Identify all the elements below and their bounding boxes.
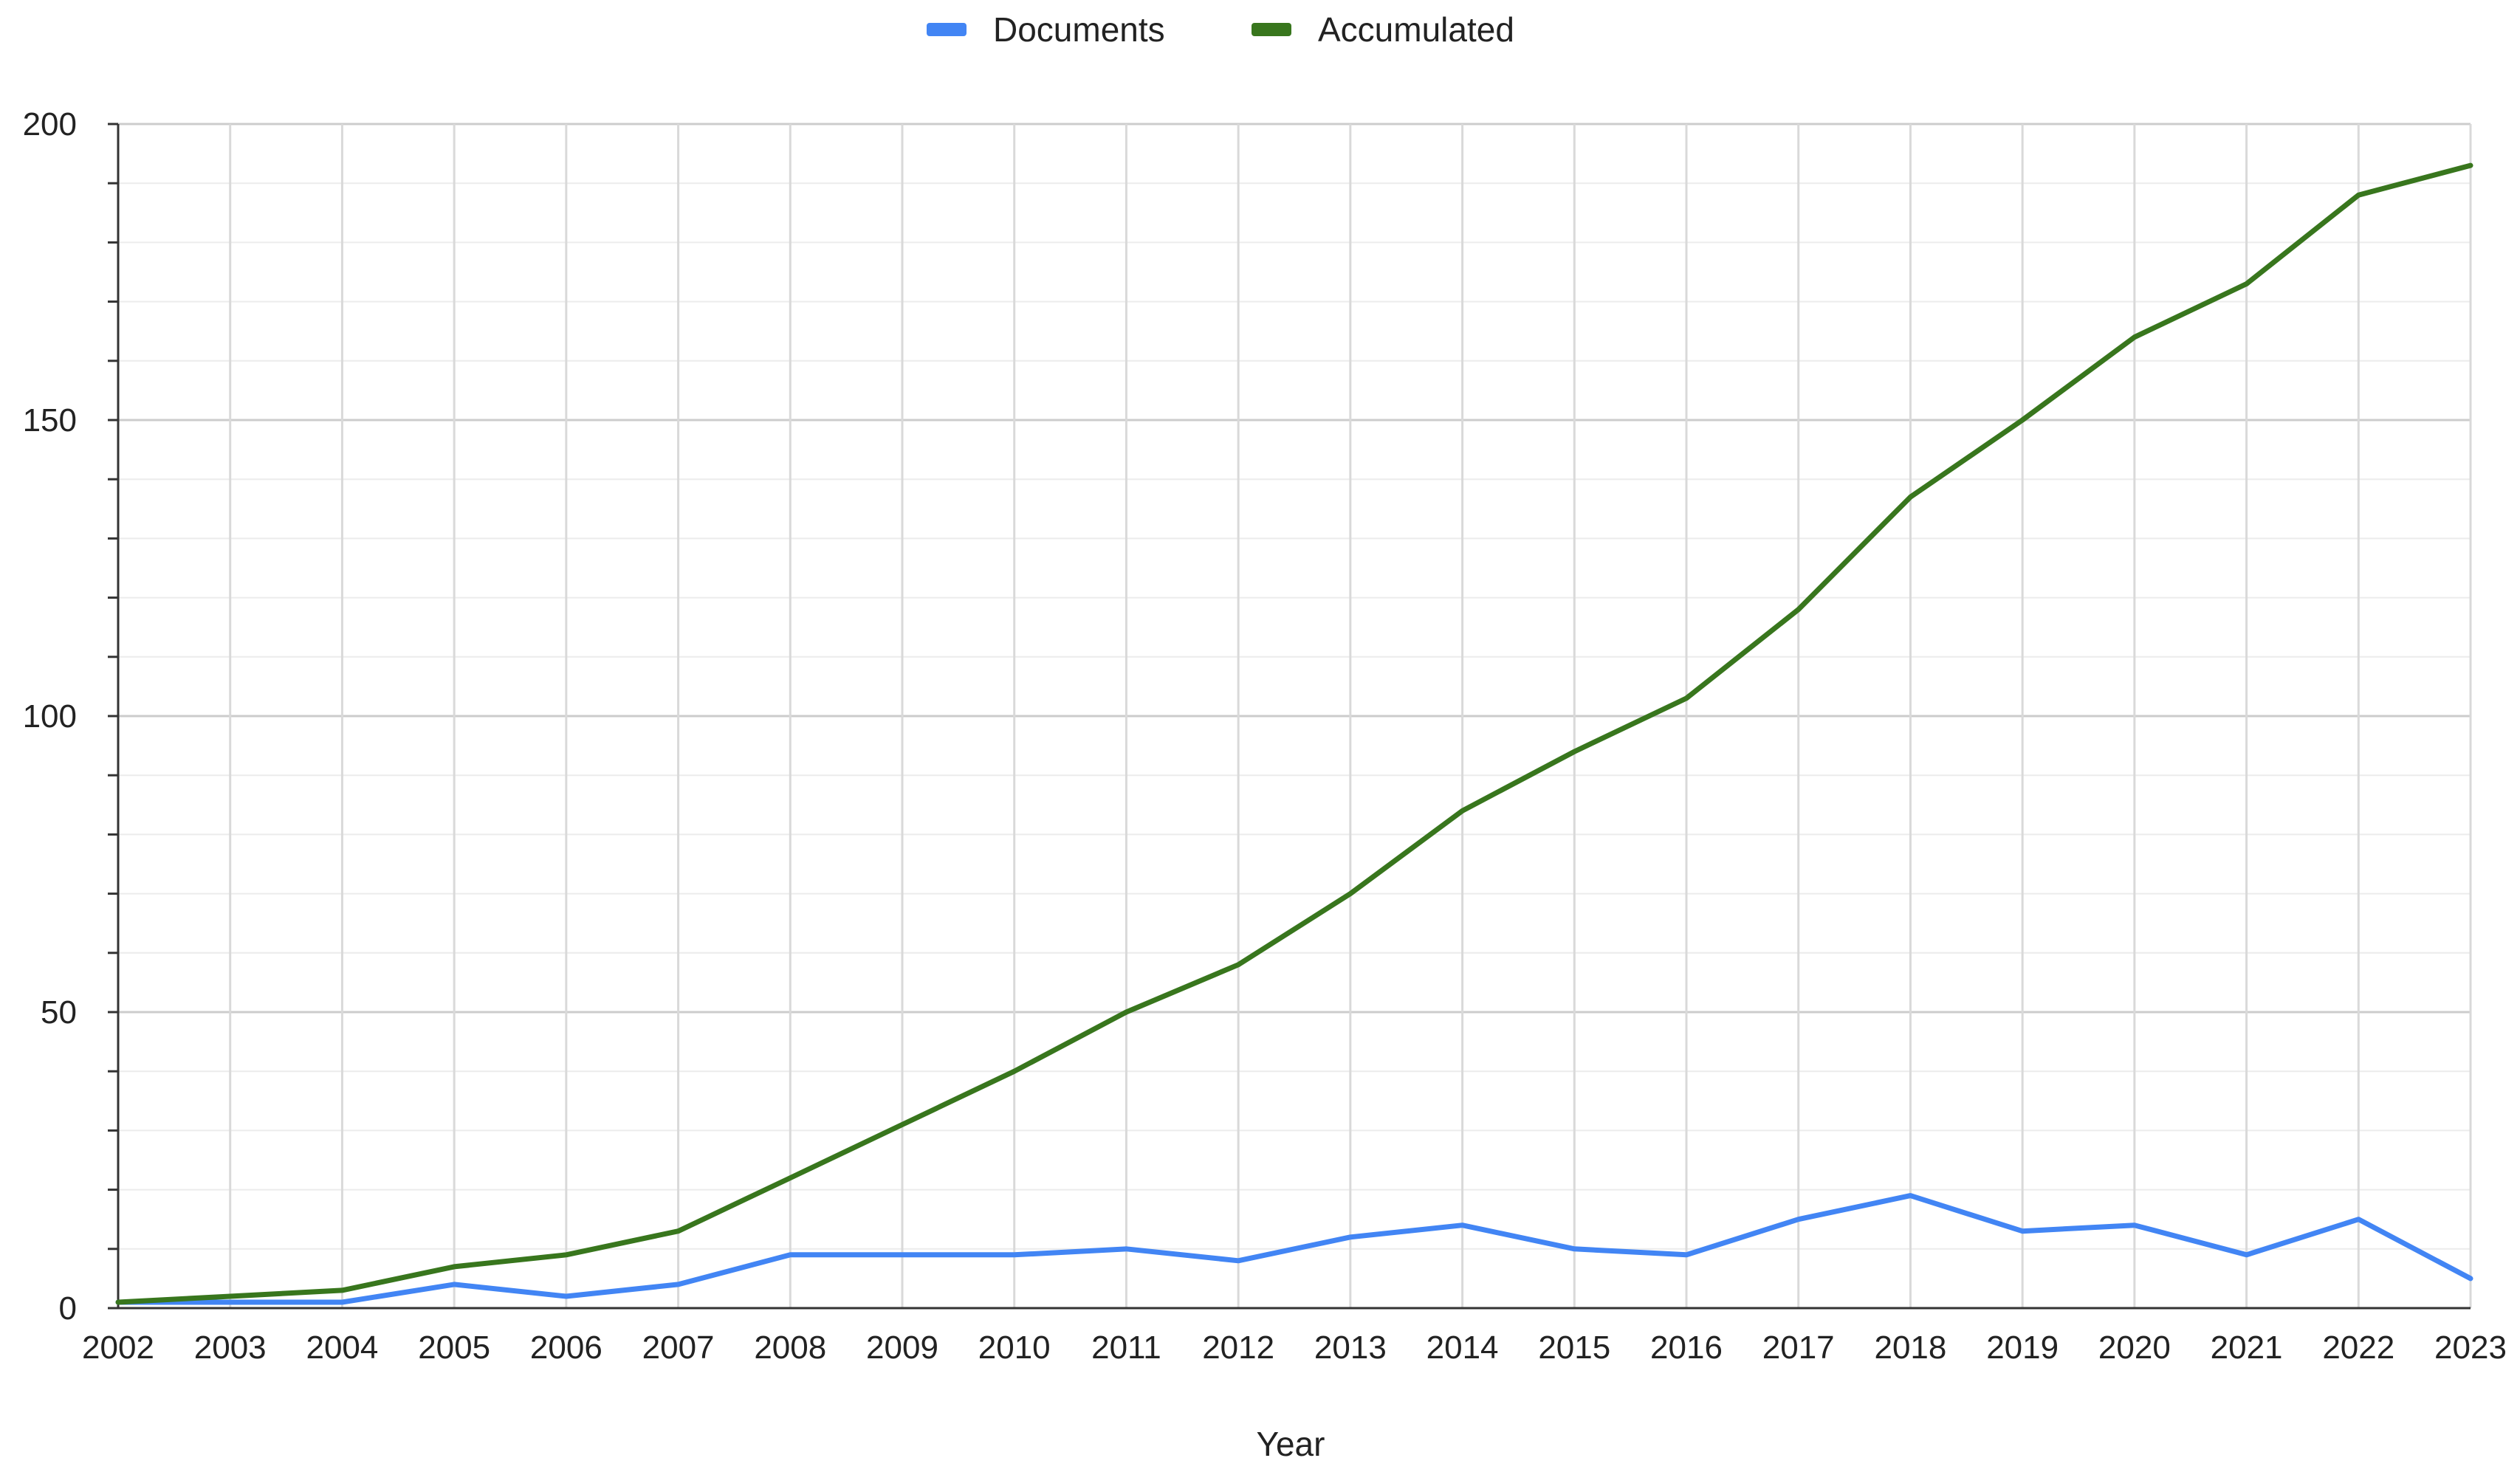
x-tick-label: 2008 — [754, 1330, 826, 1366]
legend-label: Documents — [993, 10, 1165, 49]
x-tick-label: 2009 — [866, 1330, 938, 1366]
x-tick-label: 2019 — [1986, 1330, 2059, 1366]
x-tick-label: 2016 — [1650, 1330, 1723, 1366]
x-axis-title: Year — [1257, 1425, 1325, 1463]
x-tick-label: 2002 — [82, 1330, 154, 1366]
y-tick-label: 200 — [23, 106, 77, 142]
legend-label: Accumulated — [1318, 10, 1514, 49]
x-tick-label: 2006 — [530, 1330, 602, 1366]
y-tick-label: 150 — [23, 402, 77, 438]
series-line-documents — [115, 1193, 2473, 1305]
y-tick-label: 50 — [41, 994, 77, 1031]
x-tick-label: 2021 — [2211, 1330, 2283, 1366]
series-lines — [115, 162, 2473, 1305]
x-tick-label: 2007 — [642, 1330, 715, 1366]
x-tick-label: 2020 — [2098, 1330, 2171, 1366]
gridlines — [118, 123, 2472, 1308]
x-tick-label: 2013 — [1314, 1330, 1387, 1366]
x-tick-label: 2022 — [2322, 1330, 2394, 1366]
y-tick-label: 0 — [59, 1290, 77, 1327]
x-tick-label: 2014 — [1426, 1330, 1499, 1366]
x-tick-label: 2015 — [1538, 1330, 1610, 1366]
x-tick-label: 2004 — [306, 1330, 378, 1366]
legend-item-documents[interactable]: Documents — [927, 10, 1165, 49]
x-tick-label: 2023 — [2434, 1330, 2507, 1366]
x-tick-label: 2010 — [978, 1330, 1051, 1366]
x-tick-label: 2018 — [1874, 1330, 1946, 1366]
x-tick-label: 2012 — [1202, 1330, 1274, 1366]
tick-labels: 0 50 100 150 200 2002 2003 2004 2005 2006 2007 2008… — [23, 106, 2507, 1366]
x-tick-label: 2017 — [1762, 1330, 1835, 1366]
y-tick-label: 100 — [23, 698, 77, 735]
legend-swatch — [927, 23, 967, 36]
legend-swatch — [1252, 23, 1291, 36]
x-tick-label: 2011 — [1091, 1330, 1161, 1366]
axes — [108, 123, 2471, 1310]
series-line-accumulated — [115, 162, 2473, 1305]
legend-item-accumulated[interactable]: Accumulated — [1252, 10, 1514, 49]
legend: Documents Accumulated — [927, 10, 1514, 49]
x-tick-label: 2005 — [418, 1330, 490, 1366]
x-tick-label: 2003 — [194, 1330, 267, 1366]
